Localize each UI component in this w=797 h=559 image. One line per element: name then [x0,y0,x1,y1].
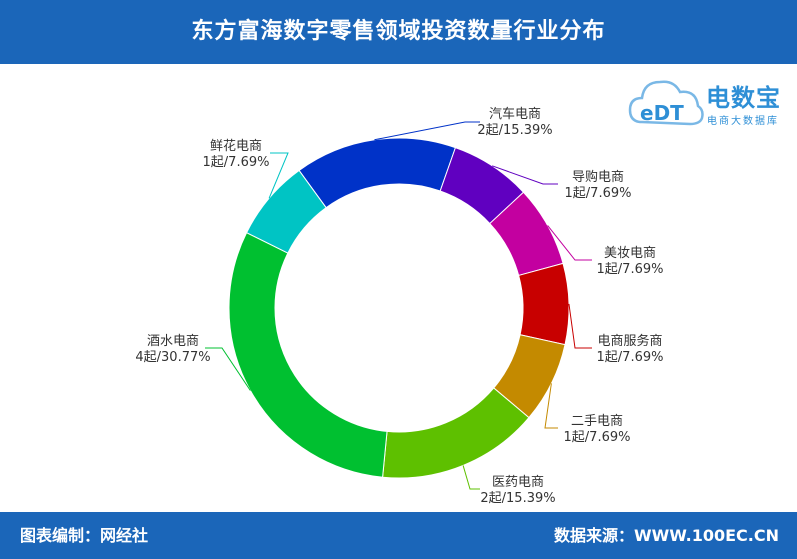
slice-value-label-8: 1起/7.69% [203,155,270,170]
leader-line-2 [491,165,558,185]
footer-credit: 图表编制：网经社 [20,526,149,545]
slice-4 [518,262,570,346]
logo-brand: 电数宝 [706,84,781,112]
leader-line-7 [205,347,251,391]
slice-name-label-2: 导购电商 [572,169,624,185]
chart-footer: 图表编制：网经社 数据来源：WWW.100EC.CN [0,512,797,559]
leader-line-3 [547,225,592,261]
slice-value-label-1: 2起/15.39% [477,123,552,138]
slice-value-label-6: 2起/15.39% [480,491,555,506]
slice-name-label-4: 电商服务商 [597,333,662,349]
slice-name-label-5: 二手电商 [571,414,623,429]
slice-7 [228,231,388,478]
slice-value-label-3: 1起/7.69% [597,262,664,277]
donut-chart: 汽车电商2起/15.39%导购电商1起/7.69%美妆电商1起/7.69%电商服… [135,106,663,506]
slice-value-label-7: 4起/30.77% [135,350,210,365]
logo-tagline: 电商大数据库 [707,116,779,127]
leader-line-4 [568,303,592,349]
cloud-logo-icon: eDT [628,80,704,126]
leader-line-5 [544,383,558,429]
leader-line-1 [374,121,480,141]
leader-line-8 [268,152,289,199]
slice-1 [298,137,457,209]
slice-labels: 汽车电商2起/15.39%导购电商1起/7.69%美妆电商1起/7.69%电商服… [135,106,663,506]
logo-mark: eDT [640,101,684,125]
slice-name-label-3: 美妆电商 [604,246,656,261]
slice-name-label-1: 汽车电商 [489,106,541,122]
footer-source: 数据来源：WWW.100EC.CN [553,526,779,545]
slice-8 [245,169,327,254]
slice-name-label-8: 鲜花电商 [210,138,262,154]
slice-6 [382,387,530,479]
slice-name-label-6: 医药电商 [492,475,544,490]
slice-name-label-7: 酒水电商 [147,334,199,349]
chart-header: 东方富海数字零售领域投资数量行业分布 [0,0,797,64]
chart-title: 东方富海数字零售领域投资数量行业分布 [191,19,606,44]
donut-slices [228,137,570,479]
logo: eDT 电数宝 电商大数据库 [628,70,792,132]
slice-value-label-2: 1起/7.69% [565,186,632,201]
leader-line-6 [462,465,480,490]
slice-value-label-4: 1起/7.69% [597,350,664,365]
slice-value-label-5: 1起/7.69% [564,430,631,445]
